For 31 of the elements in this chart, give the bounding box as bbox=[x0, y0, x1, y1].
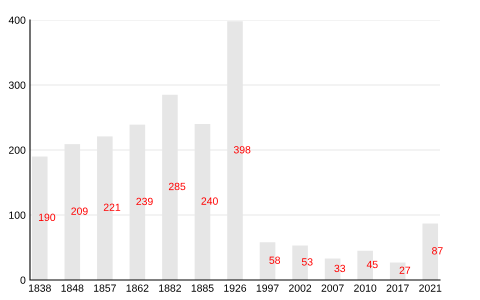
x-tick-label: 2002 bbox=[289, 284, 312, 292]
x-tick-label: 1926 bbox=[224, 284, 246, 292]
data-label: 58 bbox=[269, 256, 280, 264]
x-tick-label: 2010 bbox=[354, 284, 376, 292]
x-tick-label: 1997 bbox=[256, 284, 279, 292]
x-tick-label: 2017 bbox=[386, 284, 409, 292]
x-tick-label: 2021 bbox=[419, 284, 442, 292]
x-tick-label: 1848 bbox=[62, 284, 84, 292]
data-label: 240 bbox=[201, 197, 218, 205]
x-tick-label: 1862 bbox=[126, 284, 148, 292]
x-tick-label: 1885 bbox=[192, 284, 214, 292]
x-tick-label: 1882 bbox=[159, 284, 181, 292]
data-label: 87 bbox=[432, 247, 443, 255]
data-label: 285 bbox=[168, 182, 186, 190]
data-label: 53 bbox=[302, 258, 313, 266]
x-tick-label: 1857 bbox=[94, 284, 116, 292]
data-label: 398 bbox=[234, 146, 250, 154]
data-label: 239 bbox=[136, 198, 153, 206]
y-tick-label: 400 bbox=[8, 16, 26, 24]
x-tick-label: 1838 bbox=[28, 284, 51, 292]
y-tick-label: 0 bbox=[20, 276, 26, 284]
data-label: 209 bbox=[71, 207, 88, 215]
data-label: 27 bbox=[400, 266, 410, 274]
data-label: 33 bbox=[334, 264, 346, 272]
y-tick-label: 200 bbox=[8, 146, 26, 154]
y-tick-label: 300 bbox=[8, 82, 26, 89]
data-label: 45 bbox=[366, 260, 378, 268]
x-tick-label: 2007 bbox=[322, 284, 344, 292]
data-label: 190 bbox=[39, 214, 56, 222]
data-label: 221 bbox=[104, 204, 120, 211]
y-tick-label: 100 bbox=[9, 212, 26, 219]
